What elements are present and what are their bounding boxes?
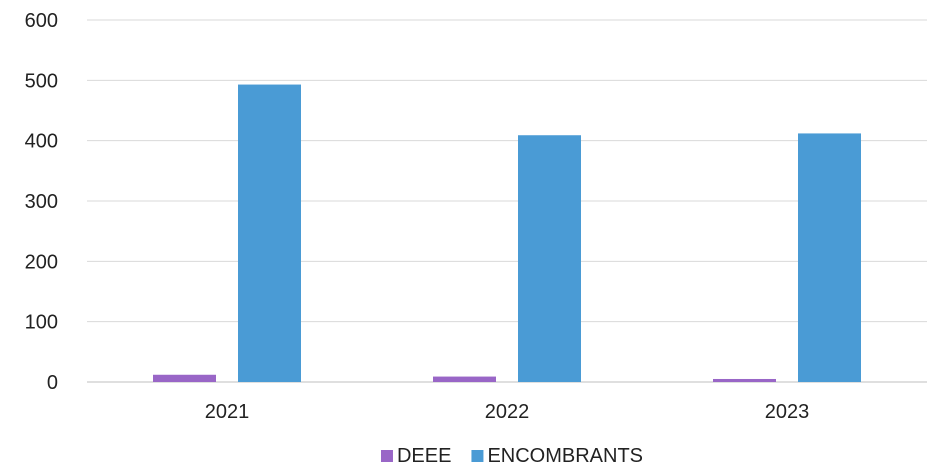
x-tick-label: 2022 <box>485 401 530 423</box>
bar-encombrants-2023 <box>798 133 861 382</box>
legend: DEEE ENCOMBRANTS <box>380 445 643 467</box>
y-tick-label: 200 <box>25 251 58 273</box>
bar-deee-2023 <box>713 378 776 382</box>
legend-swatch-deee <box>380 450 393 462</box>
bars <box>153 84 861 382</box>
y-tick-label: 400 <box>25 131 58 153</box>
x-tick-label: 2021 <box>205 401 250 423</box>
x-tick-label: 2023 <box>765 401 810 423</box>
gridlines <box>87 19 927 383</box>
y-tick-label: 500 <box>25 70 58 92</box>
y-tick-label: 0 <box>47 372 58 394</box>
bar-deee-2022 <box>433 376 496 382</box>
y-tick-label: 100 <box>25 312 58 334</box>
y-tick-label: 600 <box>25 10 58 32</box>
axes: 0 100 200 300 400 500 600 2021 2022 2023 <box>25 10 810 423</box>
bar-encombrants-2022 <box>518 135 581 382</box>
bar-deee-2021 <box>153 374 216 382</box>
bar-encombrants-2021 <box>238 84 301 382</box>
legend-swatch-encombrants <box>471 450 484 462</box>
y-tick-label: 300 <box>25 191 58 213</box>
legend-label-deee: DEEE <box>397 445 451 467</box>
legend-label-encombrants: ENCOMBRANTS <box>487 445 643 467</box>
